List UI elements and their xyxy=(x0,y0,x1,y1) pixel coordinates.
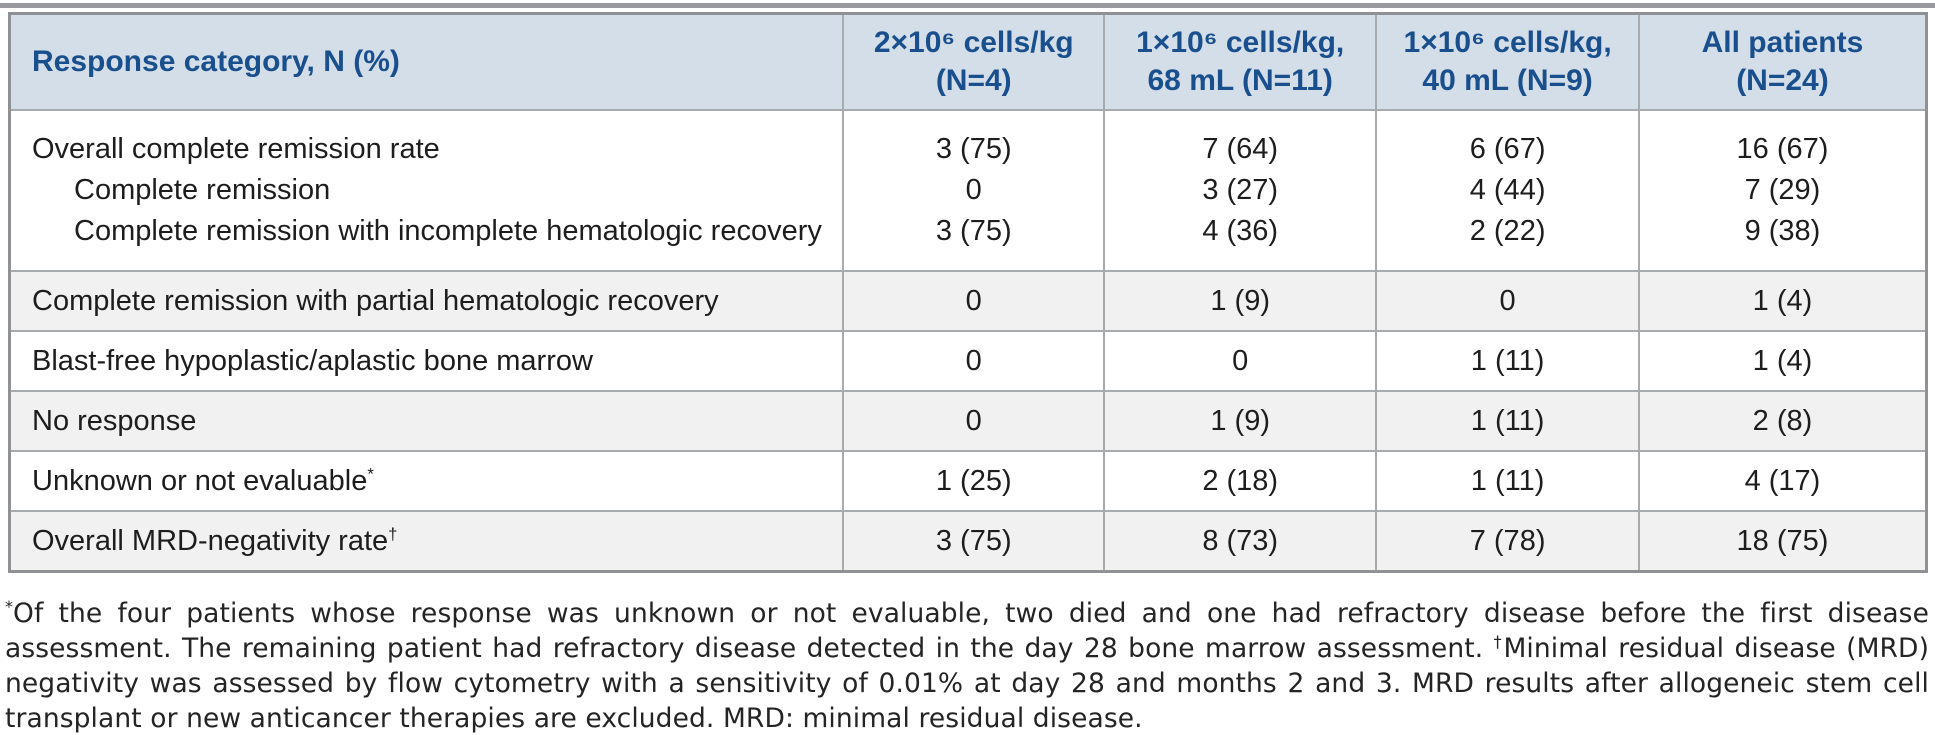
row-label: Blast-free hypoplastic/aplastic bone mar… xyxy=(8,330,845,392)
cell-value: 1 (25) xyxy=(842,450,1106,512)
cell-value: 6 (67) xyxy=(1469,133,1546,165)
cell-value: 0 xyxy=(965,174,982,206)
column-header-response-category: Response category, N (%) xyxy=(8,12,845,111)
cell-value: 8 (73) xyxy=(1103,510,1378,573)
table-header-row: Response category, N (%) 2×10⁶ cells/kg … xyxy=(8,12,1928,111)
cell-value: 2 (18) xyxy=(1103,450,1378,512)
dagger-footnote-marker: † xyxy=(388,524,398,544)
cell-value: 0 xyxy=(842,390,1106,452)
column-header-dose-1e6-68ml: 1×10⁶ cells/kg, 68 mL (N=11) xyxy=(1103,12,1378,111)
cell-value: 3 (27) xyxy=(1202,174,1279,206)
header-line: 40 mL (N=9) xyxy=(1422,64,1593,97)
header-line: (N=4) xyxy=(935,64,1012,97)
table-row-overall-complete-remission: Overall complete remission rate Complete… xyxy=(8,109,1928,272)
row-sublabel: Complete remission with incomplete hemat… xyxy=(74,215,822,247)
header-line: 1×10⁶ cells/kg, xyxy=(1403,26,1612,59)
row-label: Unknown or not evaluable* xyxy=(8,450,845,512)
cell-value: 3 (75) xyxy=(935,133,1012,165)
header-line: (N=24) xyxy=(1736,64,1829,97)
table-footnote: *Of the four patients whose response was… xyxy=(5,596,1929,735)
cell-value: 9 (38) xyxy=(1744,215,1821,247)
header-line: 1×10⁶ cells/kg, xyxy=(1136,26,1345,59)
cell-value: 1 (4) xyxy=(1637,270,1928,332)
header-line: 2×10⁶ cells/kg xyxy=(873,26,1074,59)
cell-value: 7 (64) xyxy=(1202,133,1279,165)
table-row-unknown-not-evaluable: Unknown or not evaluable* 1 (25) 2 (18) … xyxy=(8,450,1928,512)
cell-value: 3 (75) xyxy=(842,510,1106,573)
cell-value: 1 (9) xyxy=(1103,270,1378,332)
table-cell: 7 (64) 3 (27) 4 (36) xyxy=(1103,109,1378,272)
row-label: Overall MRD-negativity rate† xyxy=(8,510,845,573)
cell-value: 1 (11) xyxy=(1375,330,1640,392)
cell-value: 18 (75) xyxy=(1637,510,1928,573)
row-label-text: Overall MRD-negativity rate xyxy=(32,525,389,557)
cell-value: 3 (75) xyxy=(935,215,1012,247)
row-label: Complete remission with partial hematolo… xyxy=(8,270,845,332)
header-line: 68 mL (N=11) xyxy=(1147,64,1333,97)
cell-value: 0 xyxy=(1375,270,1640,332)
asterisk-footnote-marker: * xyxy=(5,597,14,617)
cell-value: 0 xyxy=(842,330,1106,392)
table-figure: Response category, N (%) 2×10⁶ cells/kg … xyxy=(0,3,1935,735)
row-label: No response xyxy=(8,390,845,452)
cell-value: 2 (22) xyxy=(1469,215,1546,247)
header-line: All patients xyxy=(1701,26,1864,59)
footnote-text: Minimal residual disease (MRD) negativit… xyxy=(5,633,1930,734)
cell-value: 0 xyxy=(1103,330,1378,392)
cell-value: 7 (29) xyxy=(1744,174,1821,206)
table-cell: Overall complete remission rate Complete… xyxy=(8,109,845,272)
row-label: Overall complete remission rate xyxy=(32,133,440,165)
column-header-all-patients: All patients (N=24) xyxy=(1637,12,1928,111)
cell-value: 1 (9) xyxy=(1103,390,1378,452)
table-row-cr-partial-hematologic-recovery: Complete remission with partial hematolo… xyxy=(8,270,1928,332)
top-divider-rule xyxy=(0,3,1935,8)
cell-value: 4 (36) xyxy=(1202,215,1279,247)
response-category-table: Response category, N (%) 2×10⁶ cells/kg … xyxy=(8,12,1928,573)
cell-value: 4 (17) xyxy=(1637,450,1928,512)
footnote-text: Of the four patients whose response was … xyxy=(5,598,1929,664)
column-header-dose-1e6-40ml: 1×10⁶ cells/kg, 40 mL (N=9) xyxy=(1375,12,1640,111)
cell-value: 1 (11) xyxy=(1375,390,1640,452)
cell-value: 1 (4) xyxy=(1637,330,1928,392)
cell-value: 0 xyxy=(842,270,1106,332)
cell-value: 7 (78) xyxy=(1375,510,1640,573)
table-cell: 6 (67) 4 (44) 2 (22) xyxy=(1375,109,1640,272)
row-sublabel: Complete remission xyxy=(74,174,331,206)
cell-value: 1 (11) xyxy=(1375,450,1640,512)
table-cell: 3 (75) 0 3 (75) xyxy=(842,109,1106,272)
table-row-blast-free-bone-marrow: Blast-free hypoplastic/aplastic bone mar… xyxy=(8,330,1928,392)
asterisk-footnote-marker: * xyxy=(367,464,374,484)
table-cell: 16 (67) 7 (29) 9 (38) xyxy=(1637,109,1928,272)
table-row-no-response: No response 0 1 (9) 1 (11) 2 (8) xyxy=(8,390,1928,452)
row-label-text: Unknown or not evaluable xyxy=(32,465,368,497)
table-row-overall-mrd-negativity: Overall MRD-negativity rate† 3 (75) 8 (7… xyxy=(8,510,1928,573)
cell-value: 4 (44) xyxy=(1469,174,1546,206)
dagger-footnote-marker: † xyxy=(1493,632,1504,652)
cell-value: 2 (8) xyxy=(1637,390,1928,452)
cell-value: 16 (67) xyxy=(1736,133,1829,165)
column-header-dose-2e6: 2×10⁶ cells/kg (N=4) xyxy=(842,12,1106,111)
